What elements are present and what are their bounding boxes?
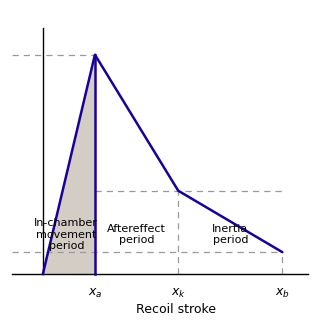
Text: $x_k$: $x_k$ (171, 287, 186, 300)
Text: Recoil stroke: Recoil stroke (136, 303, 216, 316)
Text: $x_b$: $x_b$ (275, 287, 290, 300)
Polygon shape (43, 55, 95, 274)
Text: Aftereffect
period: Aftereffect period (107, 224, 166, 245)
Text: $x_a$: $x_a$ (88, 287, 102, 300)
Text: Inertia
period: Inertia period (212, 224, 248, 245)
Text: In-chamber
movement
period: In-chamber movement period (34, 218, 98, 251)
